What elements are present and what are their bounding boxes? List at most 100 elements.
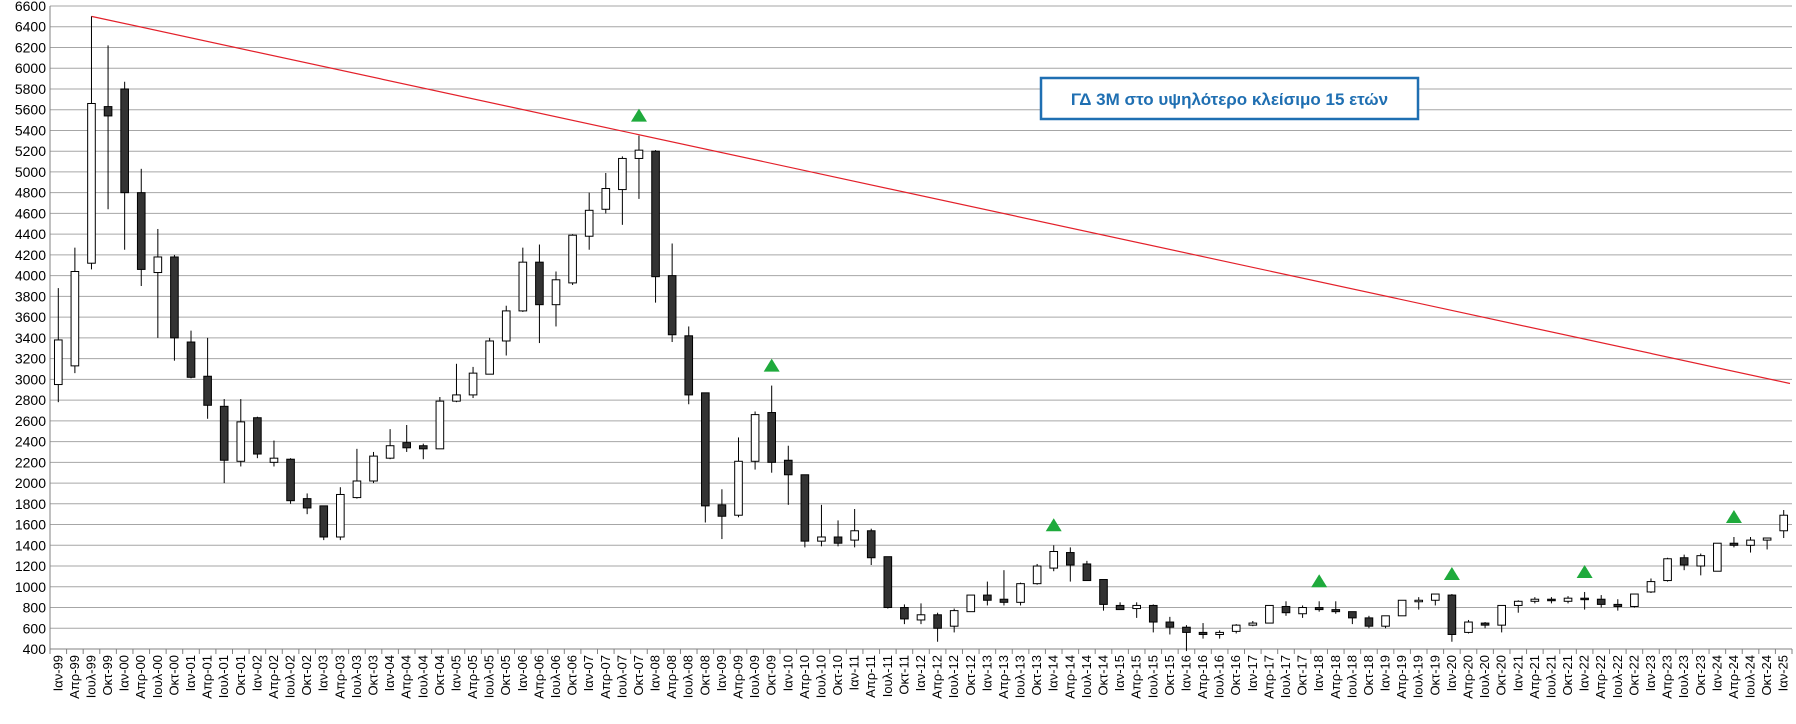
candle-body-down bbox=[701, 392, 710, 507]
candle-body-down bbox=[1580, 597, 1589, 601]
candlestick bbox=[1530, 597, 1540, 604]
x-tick-label: Απρ-02 bbox=[266, 655, 281, 699]
x-tick-label: Ιουλ-07 bbox=[614, 655, 629, 698]
y-tick-label: 1200 bbox=[15, 558, 46, 574]
candle-body-down bbox=[1596, 598, 1606, 605]
y-tick-label: 4400 bbox=[15, 226, 46, 242]
y-tick-label: 6400 bbox=[15, 19, 46, 35]
x-tick-label: Απρ-18 bbox=[1328, 655, 1343, 699]
candle-body-down bbox=[1165, 621, 1175, 628]
candlestick bbox=[1513, 600, 1523, 613]
candlestick bbox=[1381, 615, 1390, 629]
candle-body-down bbox=[1348, 611, 1357, 619]
x-tick-label: Ιουλ-17 bbox=[1278, 655, 1293, 698]
y-tick-label: 2200 bbox=[15, 454, 46, 470]
x-tick-label: Οκτ-02 bbox=[299, 655, 314, 696]
y-tick-label: 4600 bbox=[15, 205, 46, 221]
candle-body-down bbox=[1148, 604, 1158, 623]
candlestick bbox=[1198, 623, 1208, 639]
candlestick bbox=[1032, 563, 1042, 585]
candlestick bbox=[551, 271, 561, 327]
candlestick bbox=[402, 424, 412, 452]
candle-body-down bbox=[103, 106, 113, 117]
x-tick-label: Οκτ-13 bbox=[1029, 655, 1044, 696]
x-tick-label: Ιαν-25 bbox=[1776, 655, 1791, 691]
x-tick-label: Ιουλ-09 bbox=[747, 655, 762, 698]
candlestick bbox=[866, 528, 876, 565]
candlestick bbox=[1464, 619, 1473, 634]
x-tick-label: Οκτ-18 bbox=[1361, 655, 1376, 696]
candlestick bbox=[1298, 605, 1307, 618]
candle-body-up bbox=[1049, 551, 1059, 569]
x-tick-label: Ιουλ-04 bbox=[415, 655, 430, 698]
candlestick bbox=[1049, 545, 1059, 572]
candlestick bbox=[1248, 620, 1258, 627]
x-tick-label: Ιαν-08 bbox=[648, 655, 663, 691]
marker-triangle bbox=[763, 358, 780, 372]
x-tick-label: Ιουλ-12 bbox=[946, 655, 961, 698]
x-tick-label: Ιουλ-14 bbox=[1079, 655, 1094, 698]
candle-body-up bbox=[1248, 622, 1258, 626]
candle-body-down bbox=[933, 614, 942, 629]
candlestick bbox=[352, 448, 362, 499]
candle-body-down bbox=[1281, 605, 1291, 614]
candle-body-up bbox=[949, 610, 959, 627]
y-tick-label: 5400 bbox=[15, 122, 46, 138]
candlestick bbox=[783, 445, 793, 505]
candlestick bbox=[1762, 537, 1772, 550]
y-tick-label: 6600 bbox=[15, 0, 46, 14]
candlestick bbox=[767, 385, 777, 473]
marker-triangle bbox=[1443, 567, 1460, 581]
x-tick-label: Οκτ-09 bbox=[764, 655, 779, 696]
candle-body-down bbox=[402, 442, 412, 449]
x-tick-label: Απρ-07 bbox=[598, 655, 613, 699]
candlestick bbox=[1215, 630, 1224, 639]
x-tick-label: Ιουλ-99 bbox=[83, 655, 98, 698]
candlestick bbox=[584, 192, 594, 250]
marker-triangle bbox=[1576, 564, 1593, 578]
candle-body-down bbox=[1447, 594, 1457, 635]
y-tick-label: 4800 bbox=[15, 185, 46, 201]
candle-body-up bbox=[501, 310, 511, 342]
candle-body-up bbox=[1513, 600, 1523, 606]
candlestick bbox=[701, 392, 710, 523]
y-tick-label: 3400 bbox=[15, 330, 46, 346]
x-tick-label: Ιουλ-16 bbox=[1212, 655, 1227, 698]
x-tick-label: Οκτ-07 bbox=[631, 655, 646, 696]
candlestick bbox=[1679, 554, 1689, 571]
candlestick bbox=[1065, 547, 1075, 582]
x-tick-label: Ιουλ-13 bbox=[1013, 655, 1028, 698]
candle-body-down bbox=[535, 261, 544, 306]
x-tick-label: Απρ-22 bbox=[1593, 655, 1608, 699]
candle-body-up bbox=[850, 530, 859, 541]
candle-body-up bbox=[750, 414, 760, 462]
candlestick bbox=[286, 458, 295, 504]
candle-body-up bbox=[1132, 604, 1141, 610]
x-tick-label: Οκτ-22 bbox=[1626, 655, 1641, 696]
x-tick-label: Ιουλ-24 bbox=[1743, 655, 1758, 698]
candle-body-up bbox=[1663, 558, 1672, 582]
x-tick-label: Ιαν-07 bbox=[581, 655, 596, 691]
candle-body-up bbox=[966, 594, 976, 613]
candle-body-down bbox=[651, 150, 660, 278]
candlestick bbox=[153, 228, 163, 338]
candlestick bbox=[87, 16, 96, 270]
candle-body-down bbox=[219, 405, 229, 461]
candle-body-up bbox=[236, 421, 246, 462]
candlestick bbox=[568, 234, 577, 285]
x-tick-label: Ιαν-06 bbox=[515, 655, 530, 691]
x-tick-label: Οκτ-05 bbox=[498, 655, 513, 696]
candle-body-down bbox=[1364, 617, 1374, 627]
x-tick-label: Οκτ-10 bbox=[830, 655, 845, 696]
x-tick-label: Οκτ-17 bbox=[1295, 655, 1310, 696]
candlestick bbox=[983, 581, 992, 606]
y-tick-label: 5600 bbox=[15, 102, 46, 118]
y-tick-label: 4000 bbox=[15, 268, 46, 284]
x-tick-label: Απρ-04 bbox=[399, 655, 414, 699]
y-tick-label: 3000 bbox=[15, 371, 46, 387]
x-tick-label: Απρ-20 bbox=[1460, 655, 1475, 699]
candlestick bbox=[667, 243, 677, 343]
candlestick bbox=[385, 429, 395, 460]
y-tick-label: 1400 bbox=[15, 537, 46, 553]
